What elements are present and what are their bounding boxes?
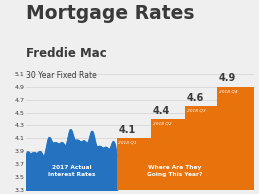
Text: 4.1: 4.1 xyxy=(118,125,135,135)
Bar xyxy=(117,138,151,190)
Text: 2018 Q1: 2018 Q1 xyxy=(118,141,137,145)
Text: 30 Year Fixed Rate: 30 Year Fixed Rate xyxy=(26,71,97,80)
Text: 2018 Q2: 2018 Q2 xyxy=(153,122,171,126)
Text: Freddie Mac: Freddie Mac xyxy=(26,47,107,60)
Bar xyxy=(217,87,254,190)
Bar xyxy=(185,106,217,190)
Text: 2017 Actual
Interest Rates: 2017 Actual Interest Rates xyxy=(48,165,95,177)
Text: 2018 Q4: 2018 Q4 xyxy=(219,89,237,93)
Text: 4.6: 4.6 xyxy=(186,93,204,103)
Bar xyxy=(151,119,185,190)
Text: Where Are They
Going This Year?: Where Are They Going This Year? xyxy=(147,165,202,177)
Text: 4.9: 4.9 xyxy=(219,73,236,83)
Text: 2018 Q3: 2018 Q3 xyxy=(187,109,205,113)
Text: Mortgage Rates: Mortgage Rates xyxy=(26,4,195,23)
Text: 4.4: 4.4 xyxy=(152,106,170,116)
